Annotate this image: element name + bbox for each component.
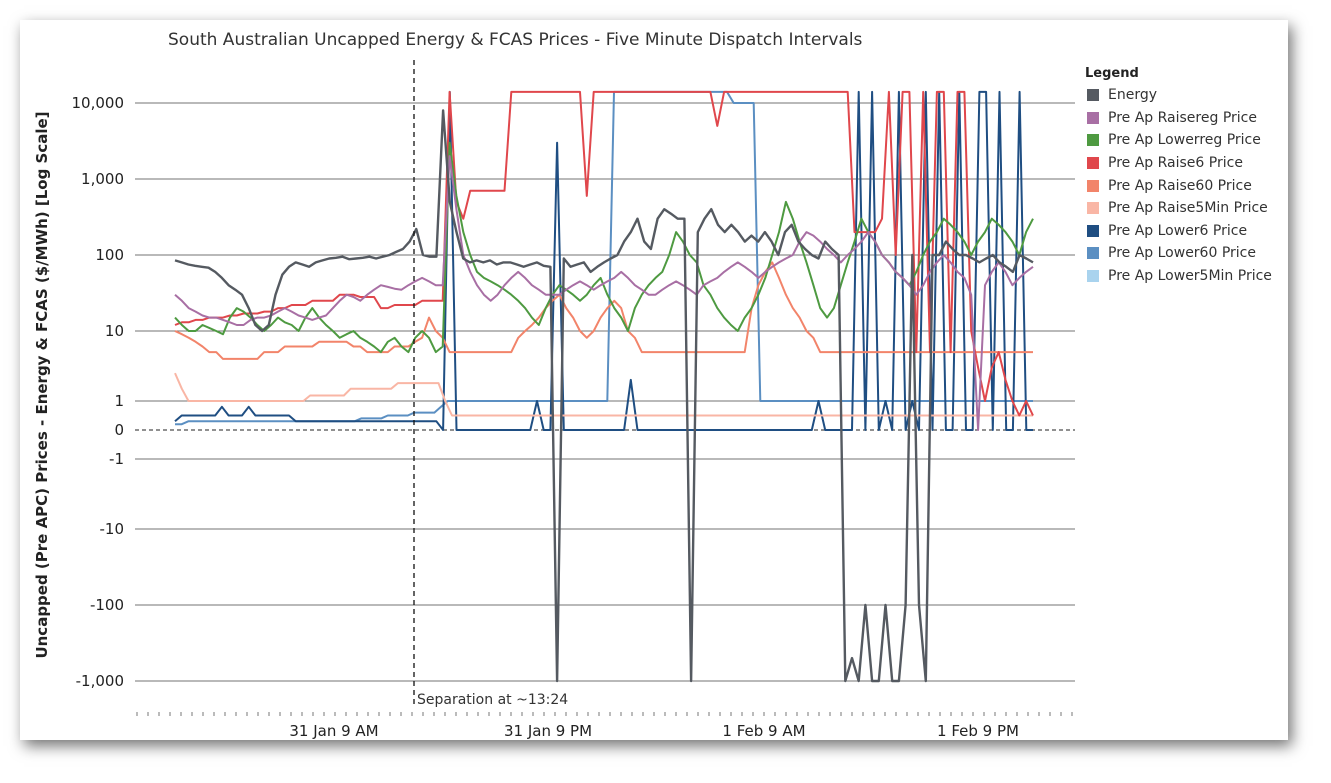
y-tick-label: -1 xyxy=(109,450,124,468)
x-axis: 31 Jan 9 AM 31 Jan 9 PM 1 Feb 9 AM 1 Feb 9 … xyxy=(136,712,1073,740)
legend-item: Pre Ap Raise5Min Price xyxy=(1085,197,1272,220)
legend-swatch xyxy=(1087,134,1099,147)
legend-swatch xyxy=(1087,224,1099,237)
y-tick-label: 10 xyxy=(105,322,124,340)
legend-label: Pre Ap Lower6 Price xyxy=(1108,222,1248,239)
series-line-4 xyxy=(174,261,1033,360)
legend-item: Pre Ap Lower6 Price xyxy=(1085,220,1272,243)
series-lines xyxy=(174,90,1034,683)
series-line-0 xyxy=(174,109,1034,683)
legend-swatch xyxy=(1087,202,1099,215)
legend-label: Pre Ap Lower5Min Price xyxy=(1108,268,1272,285)
series-line-1 xyxy=(174,155,1034,431)
legend-label: Pre Ap Raise5Min Price xyxy=(1108,200,1268,217)
legend-item: Pre Ap Raise6 Price xyxy=(1085,152,1272,175)
x-tick-label: 1 Feb 9 PM xyxy=(937,722,1019,740)
legend-swatch xyxy=(1087,179,1099,192)
y-tick-label: 1,000 xyxy=(81,170,124,188)
annotation-layer: Separation at ~13:24 xyxy=(413,60,568,708)
y-tick-label: 100 xyxy=(95,246,124,264)
series-line-5 xyxy=(174,372,1033,417)
y-tick-label: -1,000 xyxy=(76,672,124,690)
series-line-6 xyxy=(174,90,1033,431)
legend-label: Pre Ap Raisereg Price xyxy=(1108,109,1257,126)
legend-item: Pre Ap Raisereg Price xyxy=(1085,107,1272,130)
x-tick-label: 31 Jan 9 PM xyxy=(504,722,592,740)
legend-swatch xyxy=(1087,89,1099,102)
chart-card xyxy=(20,20,1288,740)
legend-label: Pre Ap Lowerreg Price xyxy=(1108,132,1261,149)
legend-label: Pre Ap Lower60 Price xyxy=(1108,245,1256,262)
legend-item: Pre Ap Lower60 Price xyxy=(1085,242,1272,265)
legend-title: Legend xyxy=(1085,66,1139,81)
legend-label: Pre Ap Raise60 Price xyxy=(1108,177,1252,194)
legend-swatch xyxy=(1087,157,1099,170)
legend-item: Energy xyxy=(1085,84,1272,107)
legend: Legend Energy Pre Ap Raisereg Price Pre Ap… xyxy=(1085,66,1272,287)
chart-title: South Australian Uncapped Energy & FCAS … xyxy=(168,30,863,50)
separation-annotation: Separation at ~13:24 xyxy=(417,692,568,708)
y-tick-label: 0 xyxy=(114,421,124,439)
legend-swatch xyxy=(1087,270,1099,283)
legend-item: Pre Ap Raise60 Price xyxy=(1085,174,1272,197)
legend-label: Energy xyxy=(1108,87,1158,104)
x-tick-label: 31 Jan 9 AM xyxy=(289,722,378,740)
y-tick-label: 10,000 xyxy=(72,94,125,112)
legend-item: Pre Ap Lowerreg Price xyxy=(1085,129,1272,152)
y-tick-label: -10 xyxy=(100,520,125,538)
x-tick-label: 1 Feb 9 AM xyxy=(722,722,805,740)
legend-items: Energy Pre Ap Raisereg Price Pre Ap Lowerr… xyxy=(1085,84,1272,287)
y-tick-label: -100 xyxy=(90,596,124,614)
legend-swatch xyxy=(1087,247,1099,260)
series-line-3 xyxy=(174,90,1034,417)
y-tick-label: 1 xyxy=(114,392,124,410)
legend-swatch xyxy=(1087,111,1099,124)
legend-label: Pre Ap Raise6 Price xyxy=(1108,155,1243,172)
legend-item: Pre Ap Lower5Min Price xyxy=(1085,265,1272,288)
